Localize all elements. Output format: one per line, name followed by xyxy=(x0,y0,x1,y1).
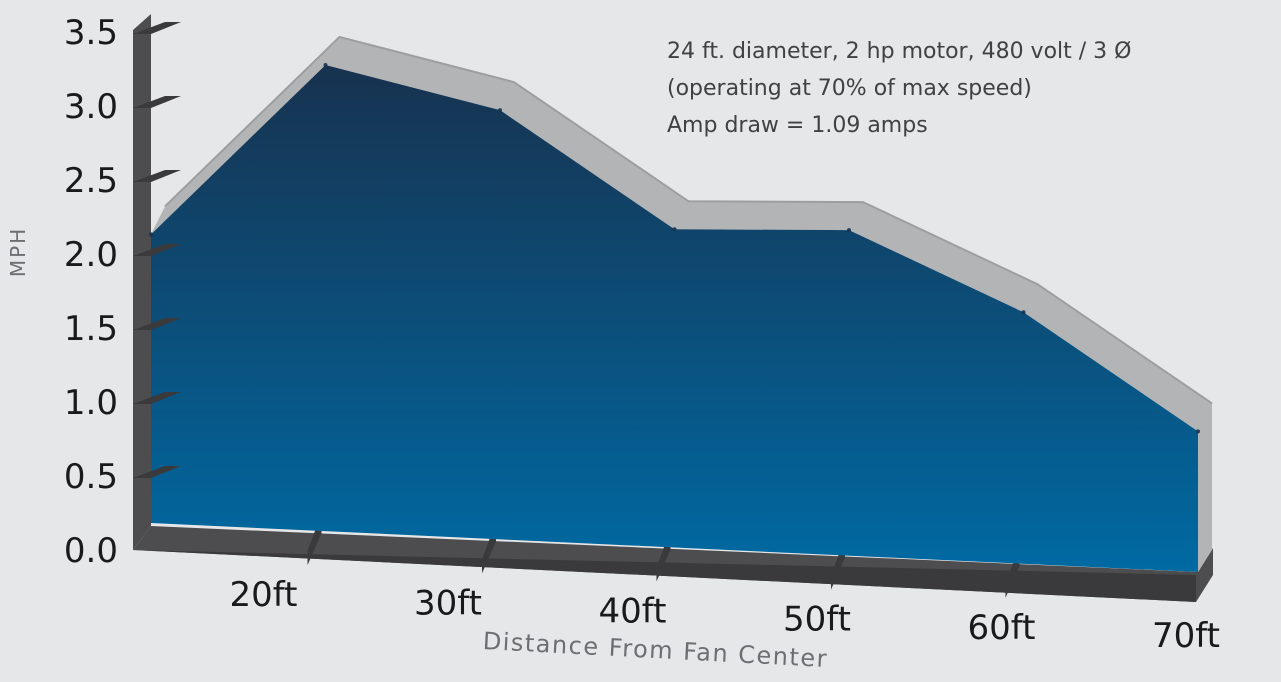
annotation-line-3: Amp draw = 1.09 amps xyxy=(667,113,928,138)
data-point xyxy=(149,232,153,237)
data-point xyxy=(1021,310,1026,315)
y-tick-label: 2.0 xyxy=(64,235,118,275)
data-point xyxy=(323,62,328,67)
chart-annotation: 24 ft. diameter, 2 hp motor, 480 volt / … xyxy=(667,39,1131,138)
x-tick-label: 50ft xyxy=(783,600,851,640)
y-tick-shelf xyxy=(133,170,181,182)
y-tick-shelf xyxy=(133,318,181,330)
y-axis-column xyxy=(133,14,151,550)
x-tick-label: 30ft xyxy=(414,583,482,623)
annotation-line-2: (operating at 70% of max speed) xyxy=(667,76,1032,101)
area-top-wall-edge xyxy=(164,35,1213,405)
y-tick-label: 1.0 xyxy=(64,383,118,423)
y-tick-label: 0.0 xyxy=(64,531,118,571)
y-axis-title: MPH xyxy=(6,227,30,277)
data-point xyxy=(672,227,677,232)
data-point xyxy=(847,228,851,233)
y-tick-shelf xyxy=(133,244,181,256)
y-tick-label: 2.5 xyxy=(64,161,118,201)
x-tick-label: 70ft xyxy=(1152,616,1220,656)
y-tick-label: 3.0 xyxy=(64,87,118,127)
y-tick-label: 0.5 xyxy=(64,457,118,497)
y-tick-shelf xyxy=(133,392,181,404)
y-tick-shelf xyxy=(133,96,181,108)
annotation-line-1: 24 ft. diameter, 2 hp motor, 480 volt / … xyxy=(667,39,1131,64)
tick-labels: 0.0 0.5 1.0 1.5 2.0 2.5 3.0 3.5 20ft 30ft 40ft 50ft… xyxy=(64,13,1220,656)
y-axis xyxy=(133,14,151,550)
data-point xyxy=(1196,429,1200,434)
x-axis-floor-edge xyxy=(133,550,1196,602)
y-tick-shelf xyxy=(133,22,181,34)
y-tick-label: 3.5 xyxy=(64,13,118,53)
x-axis-title: Distance From Fan Center xyxy=(482,627,829,673)
x-tick-label: 40ft xyxy=(599,592,667,632)
data-point xyxy=(498,108,502,113)
y-axis-shelves xyxy=(133,22,181,478)
x-tick-label: 60ft xyxy=(968,608,1036,648)
data-area xyxy=(149,35,1213,572)
y-tick-label: 1.5 xyxy=(64,309,118,349)
y-tick-shelf xyxy=(133,466,181,478)
area-series xyxy=(151,64,1198,572)
x-tick-label: 20ft xyxy=(230,575,298,615)
